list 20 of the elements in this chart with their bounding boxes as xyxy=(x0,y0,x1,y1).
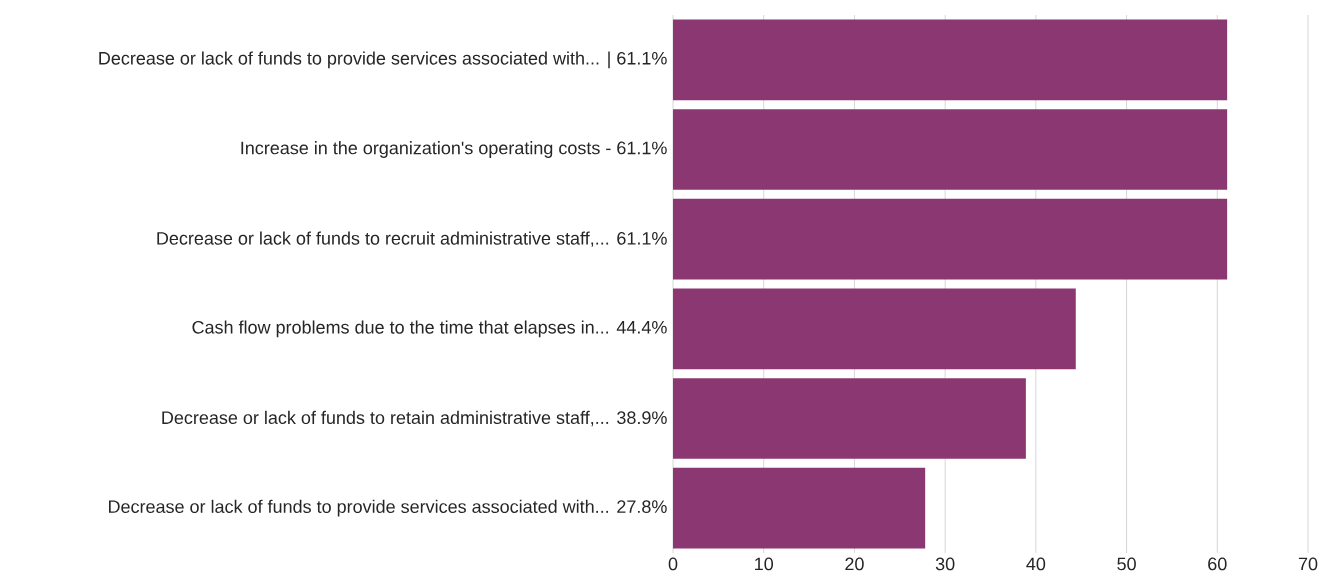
y-tick-label: Decrease or lack of funds to provide services associated with... 27.8% xyxy=(109,499,667,517)
bar xyxy=(673,288,1076,370)
y-tick-label: Decrease or lack of funds to retain administrative staff,... 38.9% xyxy=(162,410,667,427)
bar xyxy=(673,109,1228,190)
x-tick-label: 0 xyxy=(668,557,678,571)
x-tick-label: 30 xyxy=(935,557,955,571)
y-tick-label: Decrease or lack of funds to provide services associated with... | 61.1% xyxy=(99,51,667,69)
y-tick-label: Increase in the organization's operating costs - 61.1% xyxy=(241,141,667,158)
y-tick-label: Decrease or lack of funds to recruit administrative staff,... 61.1% xyxy=(157,231,667,247)
x-tick-label: 20 xyxy=(845,557,864,571)
x-tick-label: 40 xyxy=(1026,557,1046,571)
bar xyxy=(673,378,1026,459)
bar xyxy=(673,19,1228,101)
x-tick-label: 70 xyxy=(1298,557,1318,571)
bar xyxy=(673,198,1228,280)
y-tick-label: Cash flow problems due to the time that elapses in... 44.4% xyxy=(192,320,667,338)
x-tick-label: 60 xyxy=(1208,557,1227,571)
bar xyxy=(673,467,926,549)
x-tick-label: 10 xyxy=(755,557,774,571)
x-tick-label: 50 xyxy=(1117,557,1136,571)
